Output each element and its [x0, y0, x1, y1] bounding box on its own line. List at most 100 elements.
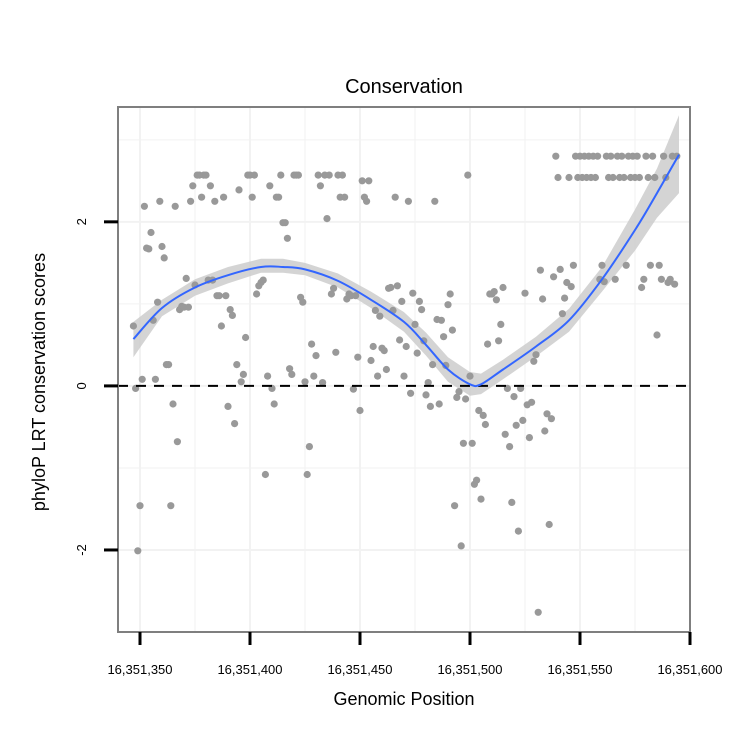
data-point [240, 371, 247, 378]
data-point [598, 262, 605, 269]
x-tick-label: 16,351,450 [327, 662, 392, 677]
data-point [495, 337, 502, 344]
data-point [521, 290, 528, 297]
data-point [451, 502, 458, 509]
data-point [189, 182, 196, 189]
data-point [506, 443, 513, 450]
data-point [499, 284, 506, 291]
data-point [372, 307, 379, 314]
data-point [315, 172, 322, 179]
data-point [136, 502, 143, 509]
data-point [387, 284, 394, 291]
data-point [365, 177, 372, 184]
data-point [156, 198, 163, 205]
data-point [284, 235, 291, 242]
data-point [444, 301, 451, 308]
data-point [363, 198, 370, 205]
data-point [526, 434, 533, 441]
data-point [449, 327, 456, 334]
data-point [183, 275, 190, 282]
data-point [671, 281, 678, 288]
x-tick-label: 16,351,400 [217, 662, 282, 677]
data-point [473, 477, 480, 484]
data-point [339, 172, 346, 179]
data-point [612, 276, 619, 283]
data-point [640, 276, 647, 283]
data-point [341, 194, 348, 201]
data-point [510, 393, 517, 400]
data-point [211, 198, 218, 205]
data-point [145, 245, 152, 252]
data-point [202, 172, 209, 179]
data-point [374, 373, 381, 380]
data-point [174, 438, 181, 445]
data-point [466, 373, 473, 380]
data-point [229, 312, 236, 319]
data-point [275, 194, 282, 201]
data-point [620, 174, 627, 181]
y-tick-label: 0 [74, 382, 89, 389]
data-point [638, 284, 645, 291]
data-point [530, 358, 537, 365]
data-point [352, 292, 359, 299]
data-point [565, 174, 572, 181]
data-point [458, 542, 465, 549]
data-point [238, 378, 245, 385]
y-tick-label: -2 [74, 544, 89, 556]
data-point [647, 262, 654, 269]
data-point [502, 431, 509, 438]
data-point [233, 361, 240, 368]
data-point [480, 412, 487, 419]
x-tick-label: 16,351,500 [437, 662, 502, 677]
data-point [653, 331, 660, 338]
data-point [594, 153, 601, 160]
plot-panel [118, 107, 690, 632]
data-point [282, 219, 289, 226]
data-point [220, 194, 227, 201]
data-point [535, 609, 542, 616]
data-point [356, 407, 363, 414]
data-point [634, 153, 641, 160]
data-point [216, 292, 223, 299]
data-point [304, 471, 311, 478]
data-point [431, 198, 438, 205]
data-point [609, 174, 616, 181]
data-point [367, 357, 374, 364]
data-point [271, 400, 278, 407]
data-point [231, 420, 238, 427]
data-point [198, 194, 205, 201]
data-point [484, 341, 491, 348]
data-point [550, 273, 557, 280]
data-point [266, 182, 273, 189]
data-point [187, 198, 194, 205]
data-point [407, 390, 414, 397]
data-point [277, 172, 284, 179]
data-point [403, 343, 410, 350]
data-point [447, 290, 454, 297]
data-point [636, 174, 643, 181]
data-point [539, 295, 546, 302]
data-point [330, 285, 337, 292]
data-point [440, 333, 447, 340]
data-point [546, 521, 553, 528]
data-point [651, 174, 658, 181]
data-point [561, 295, 568, 302]
data-point [557, 266, 564, 273]
data-point [400, 373, 407, 380]
data-point [185, 304, 192, 311]
data-point [660, 153, 667, 160]
data-point [460, 440, 467, 447]
data-point [207, 182, 214, 189]
data-point [306, 443, 313, 450]
data-point [491, 288, 498, 295]
data-point [161, 254, 168, 261]
data-point [370, 343, 377, 350]
x-tick-label: 16,351,350 [107, 662, 172, 677]
data-point [570, 262, 577, 269]
data-point [381, 347, 388, 354]
data-point [462, 395, 469, 402]
data-point [436, 400, 443, 407]
data-point [416, 298, 423, 305]
data-point [469, 440, 476, 447]
data-point [656, 262, 663, 269]
